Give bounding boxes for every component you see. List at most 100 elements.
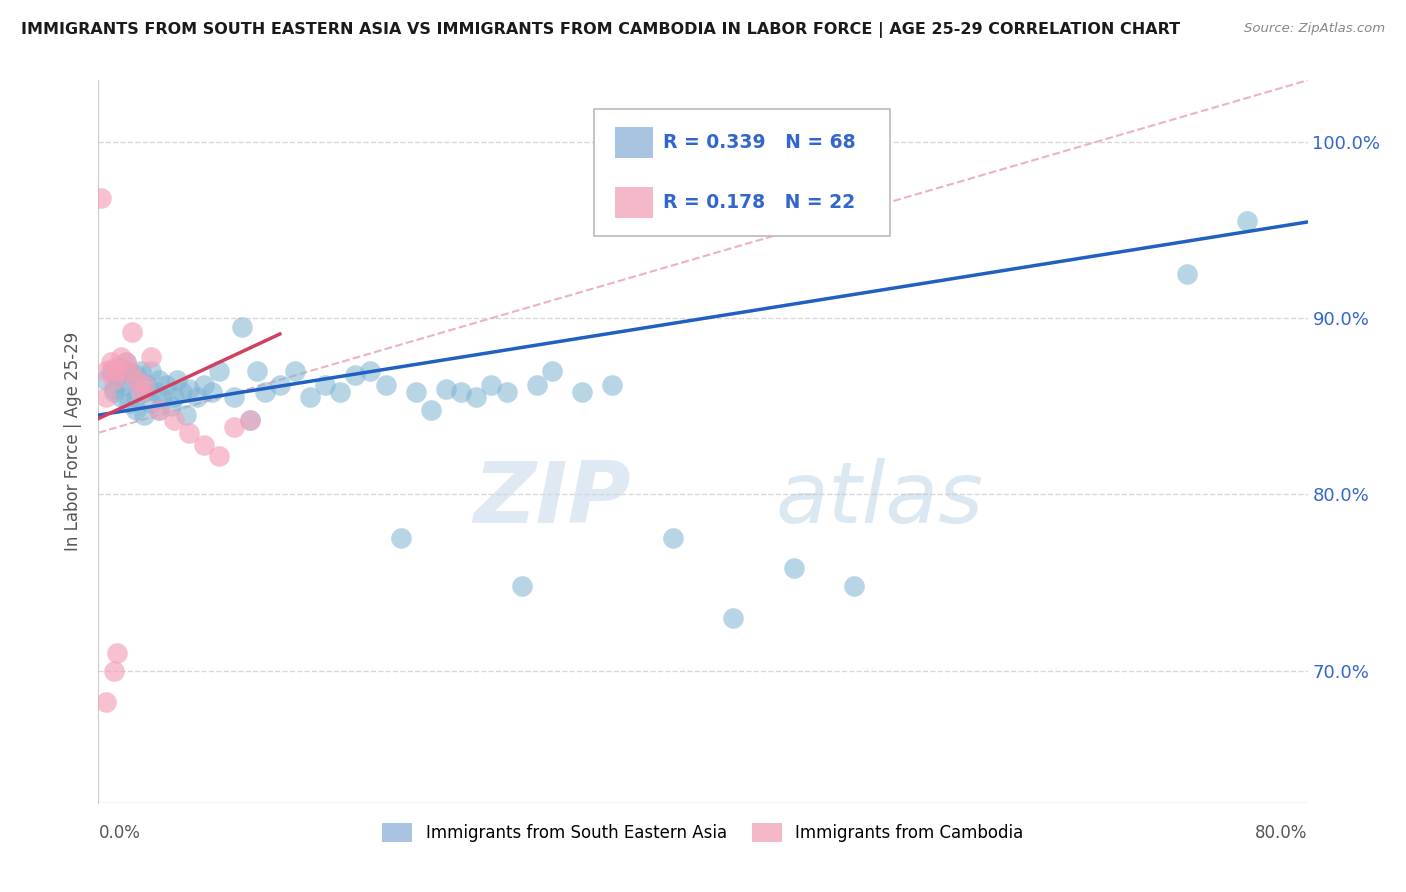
Point — [329, 385, 352, 400]
Text: R = 0.339   N = 68: R = 0.339 N = 68 — [664, 133, 856, 153]
Point — [360, 364, 382, 378]
Point — [121, 373, 143, 387]
Point — [405, 385, 427, 400]
Point — [163, 413, 186, 427]
Point — [90, 191, 112, 205]
Point — [1236, 214, 1258, 228]
Point — [186, 391, 208, 405]
Point — [179, 382, 201, 396]
Text: atlas: atlas — [776, 458, 984, 541]
Point — [100, 355, 122, 369]
Bar — [614, 186, 654, 218]
Point — [481, 378, 503, 392]
Point — [125, 368, 148, 382]
Point — [495, 385, 517, 400]
Point — [163, 391, 186, 405]
Point — [103, 360, 125, 375]
Point — [125, 391, 148, 405]
Point — [602, 378, 624, 392]
Legend: Immigrants from South Eastern Asia, Immigrants from Cambodia: Immigrants from South Eastern Asia, Immi… — [375, 816, 1031, 848]
Point — [314, 378, 336, 392]
Point — [344, 368, 367, 382]
Point — [155, 378, 177, 392]
Point — [129, 385, 152, 400]
Point — [110, 350, 132, 364]
Point — [224, 391, 246, 405]
Text: 80.0%: 80.0% — [1256, 824, 1308, 842]
Point — [114, 378, 136, 392]
Point — [132, 378, 155, 392]
Point — [103, 373, 125, 387]
Point — [118, 364, 141, 378]
Point — [94, 373, 117, 387]
Point — [114, 355, 136, 369]
Point — [125, 373, 148, 387]
Point — [239, 413, 262, 427]
Point — [132, 385, 155, 400]
Text: R = 0.178   N = 22: R = 0.178 N = 22 — [664, 193, 855, 211]
Point — [110, 360, 132, 375]
FancyBboxPatch shape — [595, 109, 890, 235]
Point — [105, 364, 128, 378]
Point — [148, 402, 170, 417]
Point — [540, 364, 562, 378]
Point — [374, 378, 396, 392]
Point — [105, 646, 128, 660]
Point — [299, 391, 322, 405]
Text: ZIP: ZIP — [472, 458, 630, 541]
Point — [174, 408, 197, 422]
Point — [145, 385, 167, 400]
Point — [141, 396, 163, 410]
Y-axis label: In Labor Force | Age 25-29: In Labor Force | Age 25-29 — [65, 332, 83, 551]
Point — [420, 402, 443, 417]
Point — [94, 695, 117, 709]
Point — [103, 664, 125, 678]
Point — [118, 364, 141, 378]
Point — [201, 385, 224, 400]
Point — [179, 425, 201, 440]
Point — [253, 385, 276, 400]
Point — [844, 579, 866, 593]
Point — [160, 399, 183, 413]
Point — [94, 391, 117, 405]
Point — [1175, 267, 1198, 281]
Point — [269, 378, 291, 392]
Point — [141, 350, 163, 364]
Point — [239, 413, 262, 427]
Point — [103, 382, 125, 396]
Point — [224, 420, 246, 434]
Point — [105, 368, 128, 382]
Point — [208, 449, 231, 463]
Point — [148, 373, 170, 387]
Bar — [614, 127, 654, 158]
Point — [389, 532, 412, 546]
Point — [284, 364, 307, 378]
Text: 0.0%: 0.0% — [98, 824, 141, 842]
Point — [148, 402, 170, 417]
Point — [103, 385, 125, 400]
Point — [231, 320, 253, 334]
Text: Source: ZipAtlas.com: Source: ZipAtlas.com — [1244, 22, 1385, 36]
Point — [150, 391, 173, 405]
Point — [193, 378, 215, 392]
Point — [170, 385, 193, 400]
Point — [135, 378, 157, 392]
Point — [661, 532, 683, 546]
Point — [208, 364, 231, 378]
Point — [783, 561, 806, 575]
Point — [246, 364, 269, 378]
Point — [125, 402, 148, 417]
Point — [100, 364, 122, 378]
Point — [193, 438, 215, 452]
Point — [129, 364, 152, 378]
Point — [723, 611, 745, 625]
Point — [114, 355, 136, 369]
Point — [434, 382, 457, 396]
Point — [526, 378, 548, 392]
Point — [571, 385, 593, 400]
Point — [132, 408, 155, 422]
Point — [94, 364, 117, 378]
Point — [510, 579, 533, 593]
Point — [118, 396, 141, 410]
Point — [166, 373, 188, 387]
